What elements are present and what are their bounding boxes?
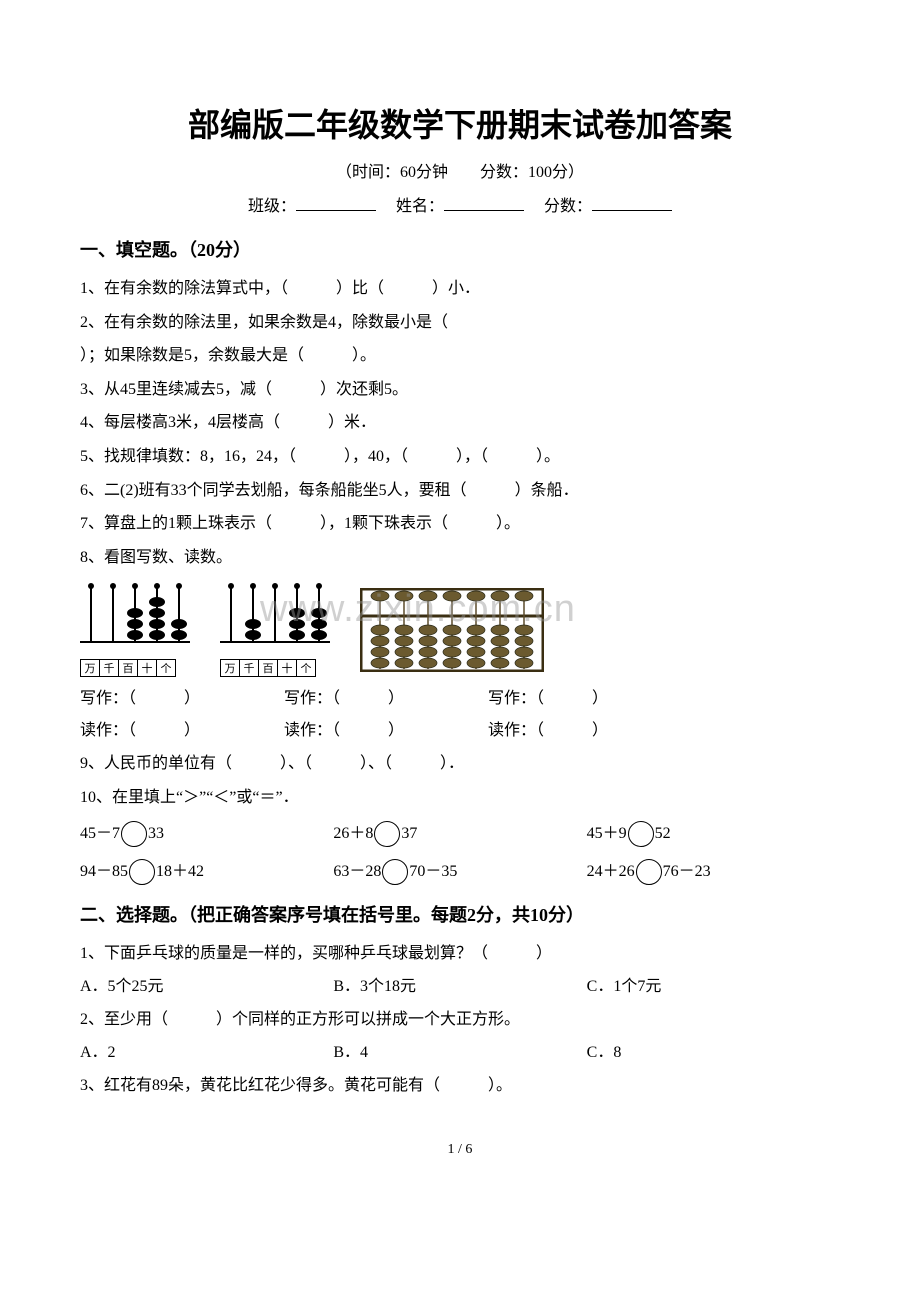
abacus-fig-1: 万千百十个 [80,580,190,677]
abacus-fig-3 [360,588,544,677]
write-3: 写作：（ ） [488,683,688,715]
q2-1-c: C．1个7元 [587,971,840,1003]
cmp-1-2a: 26＋8 [333,825,373,842]
cmp-circle[interactable] [628,821,654,847]
q1-5: 5、找规律填数：8，16，24，（ ），40，（ ），（ ）。 [80,440,840,474]
q2-2-opts: A．2 B．4 C．8 [80,1037,840,1069]
counter-icon [80,580,190,656]
cmp-circle[interactable] [374,821,400,847]
q1-3: 3、从45里连续减去5，减（ ）次还剩5。 [80,373,840,407]
write-1: 写作：（ ） [80,683,280,715]
student-info-line: 班级： 姓名： 分数： [80,192,840,216]
q1-2b: ）；如果除数是5，余数最大是（ ）。 [80,339,840,373]
cmp-2-3a: 24＋26 [587,863,635,880]
cmp-1-1a: 45－7 [80,825,120,842]
q1-7: 7、算盘上的1颗上珠表示（ ），1颗下珠表示（ ）。 [80,507,840,541]
score-blank[interactable] [592,194,672,211]
q2-1: 1、下面乒乓球的质量是一样的，买哪种乒乓球最划算？（ ） [80,937,840,971]
compare-row-2: 94－85 18＋42 63－28 70－35 24＋26 76－23 [80,853,840,891]
page-title: 部编版二年级数学下册期末试卷加答案 [80,100,840,146]
q2-2: 2、至少用（ ）个同样的正方形可以拼成一个大正方形。 [80,1003,840,1037]
read-1: 读作：（ ） [80,715,280,747]
suanpan-icon [360,588,544,672]
write-2: 写作：（ ） [284,683,484,715]
page-number: 1 / 6 [80,1142,840,1158]
q1-6: 6、二(2)班有33个同学去划船，每条船能坐5人，要租（ ）条船． [80,474,840,508]
class-blank[interactable] [296,194,376,211]
cmp-2-3b: 76－23 [663,863,711,880]
cmp-2-2a: 63－28 [333,863,381,880]
q1-1: 1、在有余数的除法算式中，（ ）比（ ）小． [80,272,840,306]
q1-10: 10、在里填上“＞”“＜”或“＝”． [80,781,840,815]
cmp-circle[interactable] [382,859,408,885]
read-2: 读作：（ ） [284,715,484,747]
abacus-figures: www.zixin.com.cn 万千百十个 万千百十个 [80,580,840,677]
q2-1-opts: A．5个25元 B．3个18元 C．1个7元 [80,971,840,1003]
score-label: 分数： [544,198,592,215]
q2-2-c: C．8 [587,1037,840,1069]
class-label: 班级： [248,198,296,215]
cmp-circle[interactable] [129,859,155,885]
cmp-2-2b: 70－35 [409,863,457,880]
cmp-1-3b: 52 [655,825,671,842]
read-row: 读作：（ ） 读作：（ ） 读作：（ ） [80,715,840,747]
cmp-circle[interactable] [121,821,147,847]
write-row: 写作：（ ） 写作：（ ） 写作：（ ） [80,683,840,715]
q2-2-b: B．4 [333,1037,586,1069]
q2-2-a: A．2 [80,1037,333,1069]
cmp-2-1a: 94－85 [80,863,128,880]
q1-9: 9、人民币的单位有（ ）、（ ）、（ ）． [80,747,840,781]
cmp-1-1b: 33 [148,825,164,842]
abacus-fig-2: 万千百十个 [220,580,330,677]
name-blank[interactable] [444,194,524,211]
counter-icon [220,580,330,656]
cmp-2-1b: 18＋42 [156,863,204,880]
cmp-circle[interactable] [636,859,662,885]
cmp-1-3a: 45＋9 [587,825,627,842]
q1-2a: 2、在有余数的除法里，如果余数是4，除数最小是（ [80,306,840,340]
q1-8: 8、看图写数、读数。 [80,541,840,575]
time-score-meta: （时间：60分钟 分数：100分） [80,158,840,182]
section2-head: 二、选择题。（把正确答案序号填在括号里。每题2分，共10分） [80,901,840,927]
section1-head: 一、填空题。（20分） [80,236,840,262]
q1-4: 4、每层楼高3米，4层楼高（ ）米． [80,406,840,440]
q2-1-a: A．5个25元 [80,971,333,1003]
compare-row-1: 45－7 33 26＋8 37 45＋9 52 [80,815,840,853]
q2-3: 3、红花有89朵，黄花比红花少得多。黄花可能有（ ）。 [80,1069,840,1103]
q2-1-b: B．3个18元 [333,971,586,1003]
read-3: 读作：（ ） [488,715,688,747]
name-label: 姓名： [396,198,444,215]
cmp-1-2b: 37 [401,825,417,842]
